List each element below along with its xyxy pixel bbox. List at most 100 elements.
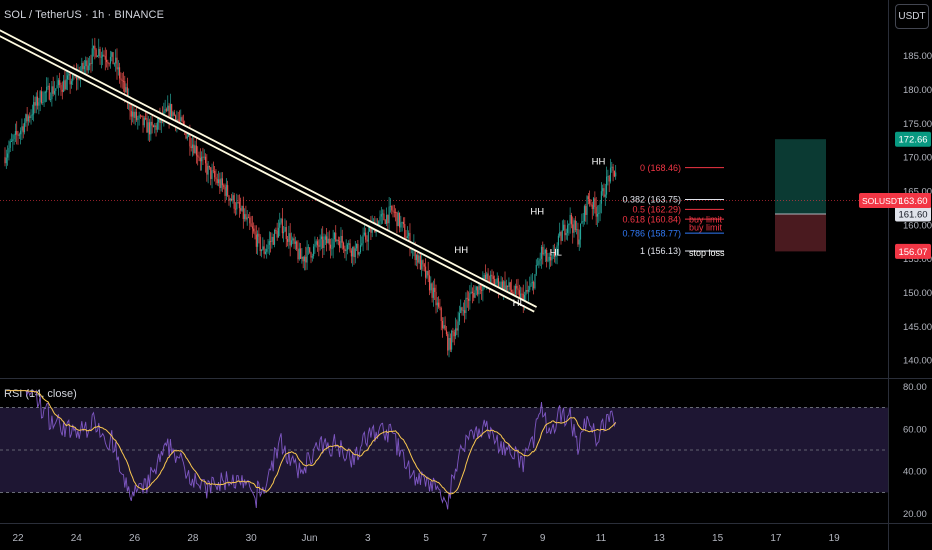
candle-body — [415, 254, 418, 260]
candle-body — [613, 170, 615, 177]
candle-body — [370, 226, 372, 233]
price-tick-label: 145.00 — [903, 322, 932, 333]
candle-body — [570, 215, 572, 225]
candle-body — [380, 214, 382, 217]
candle-body — [350, 250, 352, 257]
candle-body — [478, 285, 480, 295]
candle-body — [318, 245, 320, 247]
candle-body — [509, 282, 511, 290]
candle-body — [217, 179, 220, 184]
candle-body — [496, 278, 498, 283]
fib-level-label: 0 (168.46) — [640, 163, 681, 173]
fibonacci-levels[interactable]: 0 (168.46) 0.382 (163.75)0.5 (162.29)0.61… — [622, 163, 725, 258]
price-tick-label: 180.00 — [903, 85, 932, 96]
price-axis[interactable]: 185.00 180.00 175.00 170.00 165.00 160.00 155.… — [859, 51, 932, 367]
badge-stop-label: 156.07 — [898, 247, 927, 258]
trendline-inner — [0, 31, 537, 311]
candles — [4, 37, 617, 358]
candle-body — [591, 204, 593, 210]
candle-body — [104, 56, 106, 60]
candle-body — [507, 285, 509, 287]
structure-label: HL — [513, 298, 525, 309]
current-price-bg — [859, 192, 931, 208]
candle-body — [427, 271, 429, 276]
candle-body — [300, 248, 302, 259]
candle-body — [245, 214, 247, 220]
candle-body — [103, 54, 105, 57]
structure-label: HH — [530, 207, 544, 218]
candle-body — [208, 166, 210, 168]
candle-body — [382, 213, 384, 215]
candle-body — [434, 287, 436, 293]
candle-body — [4, 157, 6, 164]
candle-body — [150, 121, 152, 135]
candle-body — [385, 214, 388, 224]
candle-body — [113, 63, 115, 65]
candle-body — [63, 80, 65, 92]
candle-body — [414, 244, 416, 260]
candle-body — [48, 85, 50, 100]
candle-body — [255, 234, 257, 247]
fib-level-label: 0.786 (158.77) — [622, 228, 681, 238]
candle-body — [594, 198, 596, 207]
candle-body — [12, 139, 14, 141]
candle-body — [307, 247, 309, 249]
candle-body — [94, 45, 96, 50]
candle-body — [302, 256, 304, 262]
candle-body — [292, 238, 294, 241]
time-tick-label: 28 — [187, 533, 199, 544]
rsi-ma-line — [6, 390, 617, 495]
candle-body — [402, 222, 405, 225]
candle-body — [214, 170, 216, 178]
candle-body — [204, 156, 207, 164]
candle-body — [475, 286, 477, 291]
time-tick-label: Jun — [301, 533, 317, 544]
candle-body — [358, 252, 360, 255]
time-axis[interactable]: 22 24 26 28 30 Jun 3 5 7 9 11 13 15 17 19 — [12, 533, 840, 544]
candle-body — [98, 48, 100, 57]
time-tick-label: 30 — [246, 533, 258, 544]
candle-body — [185, 129, 187, 139]
candle-body — [289, 233, 291, 246]
candle-body — [537, 264, 539, 266]
structure-label: HH — [592, 157, 606, 168]
candle-body — [561, 230, 563, 241]
structure-labels: HH HL HH HL HH — [454, 157, 605, 309]
candle-body — [444, 325, 446, 331]
candle-body — [311, 256, 313, 258]
candle-body — [10, 140, 13, 142]
candle-body — [135, 111, 138, 120]
candle-body — [419, 255, 421, 270]
symbol-title[interactable]: SOL / TetherUS · 1h · BINANCE — [4, 9, 165, 21]
candle-body — [290, 240, 293, 246]
candle-body — [129, 98, 131, 112]
candle-body — [56, 85, 58, 89]
candle-body — [602, 188, 604, 192]
currency-button[interactable]: USDT — [895, 4, 929, 29]
candle-body — [564, 224, 566, 236]
candle-body — [595, 206, 597, 217]
candle-body — [124, 81, 126, 93]
candle-body — [421, 260, 423, 270]
trendline[interactable] — [0, 29, 538, 313]
candle-body — [137, 118, 139, 120]
candle-body — [393, 211, 395, 213]
candle-body — [106, 59, 108, 63]
candle-body — [491, 274, 493, 277]
candle-body — [500, 281, 502, 288]
candle-body — [323, 239, 325, 248]
candle-body — [65, 79, 67, 90]
candle-body — [92, 45, 95, 49]
candle-body — [249, 217, 251, 224]
candle-body — [538, 260, 540, 265]
candle-body — [585, 206, 587, 215]
candle-body — [337, 239, 339, 242]
candle-body — [520, 293, 522, 301]
candle-body — [572, 224, 574, 233]
price-tick-label: 165.00 — [903, 187, 932, 198]
candle-body — [568, 223, 570, 226]
candle-body — [435, 292, 437, 306]
candle-body — [525, 290, 527, 296]
candle-body — [447, 334, 449, 351]
